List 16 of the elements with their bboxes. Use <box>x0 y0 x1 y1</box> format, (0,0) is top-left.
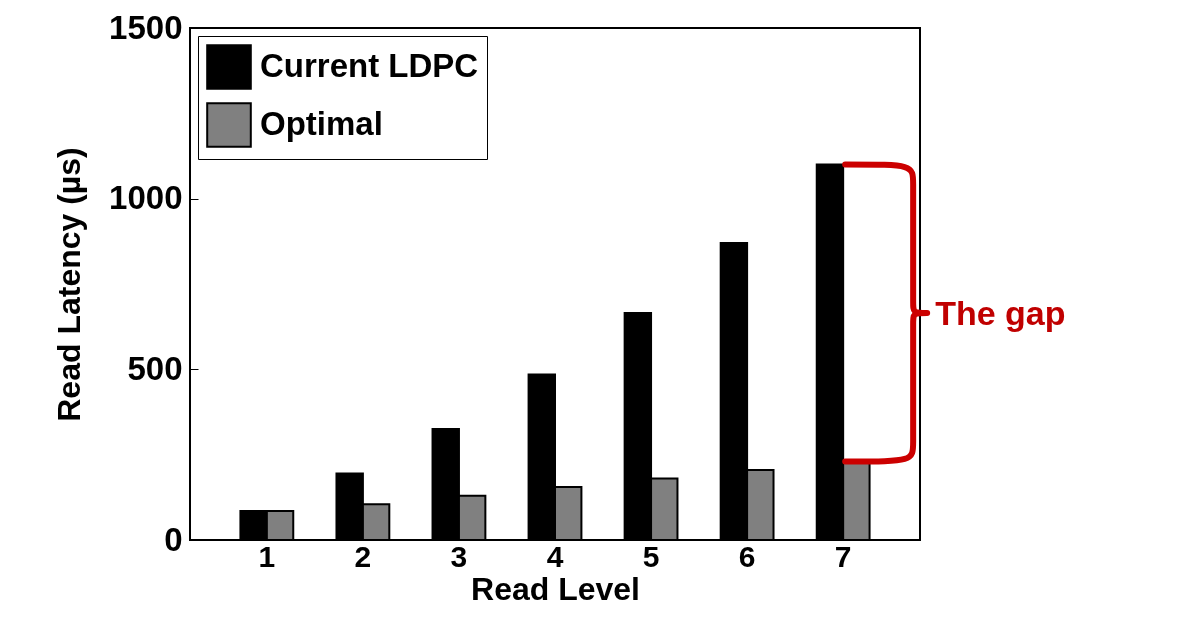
y-tick-label: 500 <box>127 349 183 387</box>
x-tick-label: 7 <box>834 539 852 573</box>
legend-label: Current LDPC <box>260 47 479 84</box>
x-tick-label: 6 <box>738 539 756 573</box>
y-tick-label: 0 <box>164 520 183 558</box>
y-axis-title: Read Latency (µs) <box>51 147 88 422</box>
x-tick-label: 5 <box>642 539 660 573</box>
y-tick-label: 1000 <box>109 179 183 217</box>
x-axis-title: Read Level <box>471 570 640 607</box>
legend-label: Optimal <box>260 105 383 142</box>
x-tick-label: 2 <box>354 539 372 573</box>
x-tick-label: 3 <box>450 539 468 573</box>
text: The gap <box>935 294 1066 333</box>
x-tick-label: 1 <box>258 539 276 573</box>
x-tick-label: 4 <box>546 539 564 573</box>
y-tick-label: 1500 <box>109 8 183 46</box>
